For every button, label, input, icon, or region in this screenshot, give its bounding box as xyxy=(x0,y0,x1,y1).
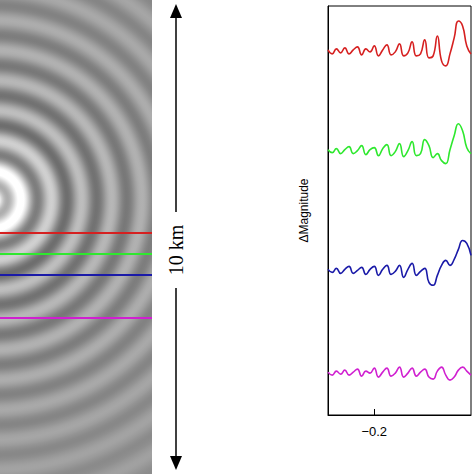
svg-text:ΔMagnitude: ΔMagnitude xyxy=(297,178,311,242)
svg-text:−0.2: −0.2 xyxy=(361,424,387,439)
svg-text:10 km: 10 km xyxy=(165,224,187,275)
